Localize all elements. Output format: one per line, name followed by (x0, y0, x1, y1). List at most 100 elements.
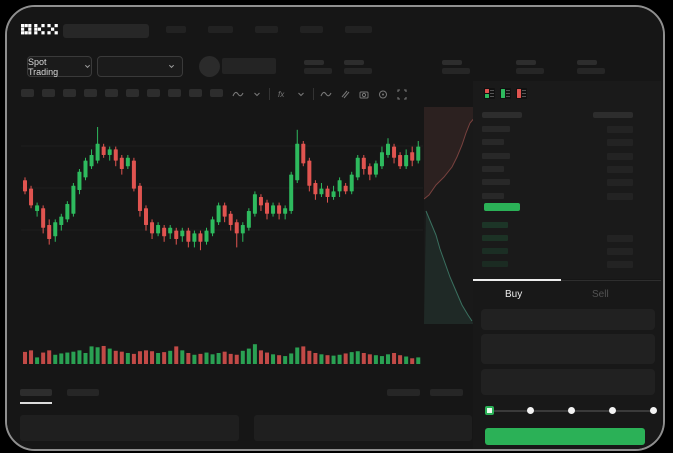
book-bids-icon[interactable] (500, 88, 511, 99)
ask-price-placeholder (482, 165, 504, 172)
orderbook-col-header-amount (593, 112, 633, 118)
bottom-tab-2[interactable] (67, 389, 99, 396)
bottom-action-1[interactable] (387, 389, 420, 396)
camera-icon[interactable] (357, 87, 371, 101)
brush-icon[interactable] (338, 87, 352, 101)
 (517, 89, 521, 98)
slider-stop-3[interactable] (609, 407, 616, 414)
 (485, 89, 489, 93)
 (517, 89, 521, 98)
chevron-icon[interactable] (294, 87, 308, 101)
nav-item-placeholder-4[interactable] (300, 26, 323, 33)
ask-amount-placeholder (607, 126, 633, 133)
active-tab-underline (473, 279, 561, 281)
stat-placeholder-1 (304, 60, 332, 74)
search-input[interactable] (63, 24, 149, 38)
book-asks-icon[interactable] (516, 88, 527, 99)
timeframe-chip-10[interactable] (210, 89, 223, 97)
order-input-placeholder-3[interactable] (481, 369, 655, 395)
bottom-tab-1[interactable] (20, 389, 52, 396)
stat-value-placeholder (304, 68, 332, 74)
stat-label-placeholder (304, 60, 324, 65)
bid-amount-placeholder (607, 248, 633, 255)
bid-price-placeholder (482, 248, 508, 254)
trade-form-bg (473, 281, 661, 449)
bottom-active-tab-underline (20, 402, 52, 404)
tab-sell[interactable]: Sell (592, 289, 609, 300)
wave-icon[interactable] (319, 87, 333, 101)
bid-price-placeholder (482, 235, 508, 241)
order-input-placeholder-1[interactable] (481, 309, 655, 330)
chevron-icon[interactable] (250, 87, 264, 101)
orderbook-col-header-price (482, 112, 522, 118)
stat-placeholder-3 (442, 60, 470, 74)
market-type-label: Spot Trading (28, 56, 59, 77)
ask-price-placeholder (482, 192, 504, 199)
market-type-dropdown[interactable]: Spot Trading (27, 56, 92, 77)
bid-amount-placeholder (607, 261, 633, 268)
slider-stop-2[interactable] (568, 407, 575, 414)
wave-icon[interactable] (231, 87, 245, 101)
slider-stop-4[interactable] (650, 407, 657, 414)
candlestick-chart[interactable] (21, 107, 423, 369)
 (522, 93, 526, 94)
depth-chart[interactable] (424, 107, 477, 324)
stat-placeholder-2 (344, 60, 372, 74)
stat-label-placeholder (442, 60, 462, 65)
 (506, 93, 510, 94)
timeframe-chip-1[interactable] (21, 89, 34, 97)
 (490, 90, 494, 91)
stat-label-placeholder (577, 60, 597, 65)
 (501, 89, 505, 98)
tab-buy[interactable]: Buy (505, 289, 523, 300)
timeframe-chip-5[interactable] (105, 89, 118, 97)
timeframe-chip-4[interactable] (84, 89, 97, 97)
stat-value-placeholder (344, 68, 372, 74)
fullscreen-icon[interactable] (395, 87, 409, 101)
bottom-action-2[interactable] (430, 389, 463, 396)
header-nav (166, 26, 372, 33)
stat-label-placeholder (344, 60, 364, 65)
toolbar-divider (269, 88, 270, 100)
book-both-icon[interactable] (484, 88, 495, 99)
nav-item-placeholder-2[interactable] (208, 26, 233, 33)
fx-icon[interactable]: fx (275, 87, 289, 101)
app-window: Spot Trading fx Buy Sell (7, 7, 663, 449)
slider-stop-1[interactable] (527, 407, 534, 414)
timeframe-chip-7[interactable] (147, 89, 160, 97)
last-price-badge[interactable] (484, 203, 520, 211)
ask-price-placeholder (482, 152, 510, 159)
bid-price-placeholder (482, 261, 508, 267)
 (501, 89, 505, 98)
device-frame: Spot Trading fx Buy Sell (5, 5, 665, 451)
 (506, 90, 510, 91)
nav-item-placeholder-5[interactable] (345, 26, 372, 33)
 (485, 89, 489, 98)
order-input-placeholder-2[interactable] (481, 334, 655, 364)
nav-item-placeholder-3[interactable] (255, 26, 278, 33)
ask-price-placeholder (482, 179, 510, 186)
timeframe-chip-2[interactable] (42, 89, 55, 97)
 (522, 89, 526, 98)
target-icon[interactable] (376, 87, 390, 101)
ask-price-placeholder (482, 139, 504, 146)
stat-label-placeholder (516, 60, 536, 65)
 (506, 96, 510, 97)
timeframe-chip-8[interactable] (168, 89, 181, 97)
 (506, 89, 510, 98)
toolbar-divider (313, 88, 314, 100)
submit-buy-button[interactable] (485, 428, 645, 445)
slider-handle-active[interactable] (485, 406, 494, 415)
timeframe-chip-6[interactable] (126, 89, 139, 97)
stat-value-placeholder (442, 68, 470, 74)
 (490, 93, 494, 94)
 (490, 89, 494, 98)
nav-item-placeholder-1[interactable] (166, 26, 186, 33)
timeframe-chip-9[interactable] (189, 89, 202, 97)
pair-selector-dropdown[interactable] (97, 56, 183, 77)
ask-amount-placeholder (607, 179, 633, 187)
stat-placeholder-5 (577, 60, 605, 74)
ask-amount-placeholder (607, 192, 633, 200)
timeframe-chip-3[interactable] (63, 89, 76, 97)
okx-logo[interactable] (21, 23, 59, 37)
